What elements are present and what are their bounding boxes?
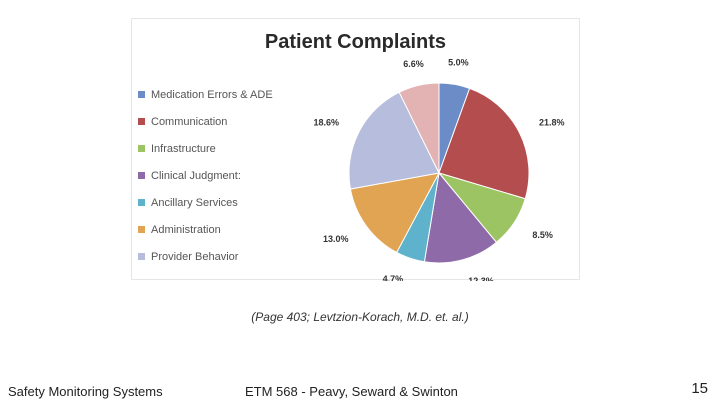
pie-data-label: 4.7% [383,274,404,281]
pie-slice [423,171,498,264]
legend-item: Provider Behavior [138,243,318,270]
legend-swatch [138,253,145,260]
legend-item: Infrastructure [138,135,318,162]
pie-data-label: 21.8% [539,118,565,128]
legend-swatch [138,118,145,125]
legend-label: Communication [151,115,228,128]
legend-label: Medication Errors & ADE [151,88,273,101]
legend-swatch [138,226,145,233]
legend: Medication Errors & ADE Communication Infr… [138,81,318,270]
legend-item: Administration [138,216,318,243]
legend-label: Infrastructure [151,142,216,155]
legend-swatch [138,199,145,206]
legend-swatch [138,172,145,179]
legend-item: Clinical Judgment: [138,162,318,189]
legend-label: Clinical Judgment: [151,169,241,182]
chart-panel: Patient Complaints Medication Errors & A… [131,18,580,281]
pie-data-label: 12.3% [468,276,494,281]
footer-course-topic: Safety Monitoring Systems [8,384,163,399]
pie-data-label: 6.6% [403,59,424,69]
pie-slice [398,82,440,174]
source-caption: (Page 403; Levtzion-Korach, M.D. et. al.… [251,310,469,324]
legend-swatch [138,145,145,152]
pie-data-label: 5.0% [448,58,469,68]
chart-title: Patient Complaints [264,31,447,53]
legend-label: Ancillary Services [151,196,238,209]
pie-data-label: 8.5% [532,230,553,240]
legend-label: Provider Behavior [151,250,239,263]
legend-item: Medication Errors & ADE [138,81,318,108]
pie-chart: 5.0% 21.8% 8.5% 12.3% 4.7% 13.0% 18.6% 6.6% [313,58,565,281]
pie-data-label: 13.0% [323,234,349,244]
page-number: 15 [691,380,708,397]
footer-course-authors: ETM 568 - Peavy, Seward & Swinton [245,384,458,399]
legend-item: Ancillary Services [138,189,318,216]
legend-item: Communication [138,108,318,135]
legend-label: Administration [151,223,221,236]
pie-data-label: 18.6% [313,118,339,128]
pie-slice [348,91,440,190]
pie-slice [349,172,440,254]
legend-swatch [138,91,145,98]
pie-slice [438,87,530,200]
